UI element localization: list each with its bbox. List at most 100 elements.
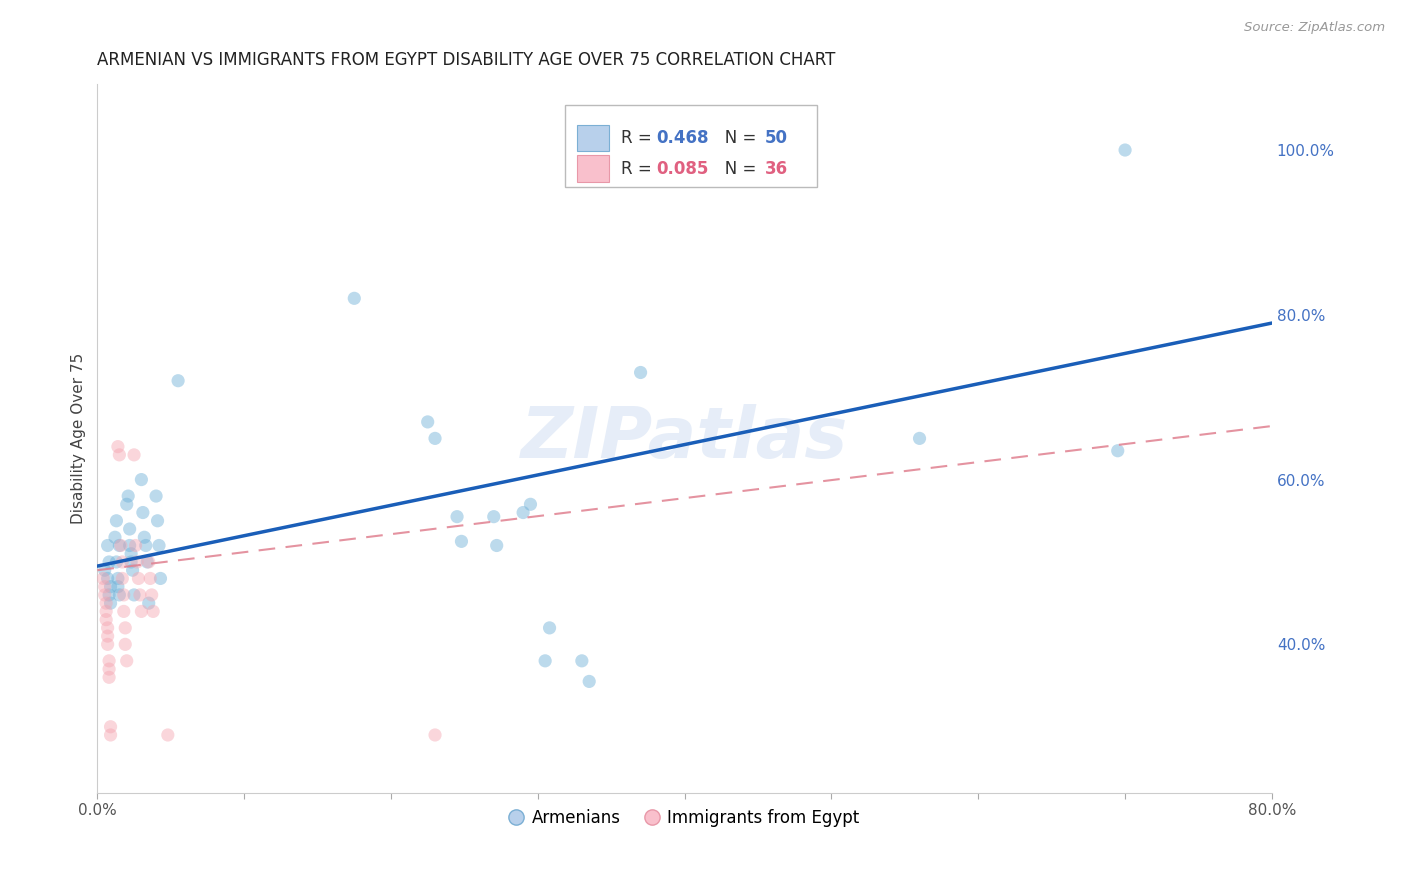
Point bbox=[142, 604, 165, 618]
Point bbox=[118, 539, 141, 553]
Point bbox=[114, 637, 136, 651]
Point bbox=[146, 514, 169, 528]
Point bbox=[134, 530, 156, 544]
Point bbox=[124, 539, 146, 553]
Point bbox=[423, 728, 446, 742]
Point bbox=[96, 613, 118, 627]
Point bbox=[120, 555, 142, 569]
Point bbox=[135, 539, 157, 553]
Point bbox=[132, 506, 155, 520]
Text: N =: N = bbox=[709, 129, 762, 147]
Point bbox=[105, 555, 128, 569]
Point bbox=[91, 571, 114, 585]
Point bbox=[100, 580, 122, 594]
Point bbox=[156, 728, 179, 742]
Point bbox=[423, 431, 446, 445]
Point bbox=[96, 596, 118, 610]
Point bbox=[97, 637, 120, 651]
Point bbox=[111, 555, 134, 569]
Point bbox=[908, 431, 931, 445]
Point bbox=[416, 415, 439, 429]
Text: 36: 36 bbox=[765, 160, 787, 178]
Point bbox=[125, 555, 148, 569]
Point bbox=[482, 509, 505, 524]
Point bbox=[98, 555, 121, 569]
FancyBboxPatch shape bbox=[576, 125, 609, 152]
Point bbox=[97, 629, 120, 643]
Point bbox=[93, 580, 115, 594]
Point bbox=[122, 448, 145, 462]
Y-axis label: Disability Age Over 75: Disability Age Over 75 bbox=[72, 352, 86, 524]
Point bbox=[138, 555, 160, 569]
Point bbox=[108, 448, 131, 462]
Point bbox=[534, 654, 557, 668]
Point bbox=[108, 588, 131, 602]
Point bbox=[110, 539, 132, 553]
Text: 0.468: 0.468 bbox=[657, 129, 709, 147]
Point bbox=[115, 497, 138, 511]
Text: 50: 50 bbox=[765, 129, 787, 147]
Point bbox=[127, 571, 149, 585]
Point bbox=[450, 534, 472, 549]
Point bbox=[138, 596, 160, 610]
Point bbox=[98, 654, 121, 668]
Point bbox=[111, 571, 134, 585]
Point bbox=[1107, 443, 1129, 458]
Point bbox=[112, 604, 135, 618]
Point bbox=[571, 654, 593, 668]
Point bbox=[100, 728, 122, 742]
Point bbox=[578, 674, 600, 689]
Text: 0.085: 0.085 bbox=[657, 160, 709, 178]
Point bbox=[104, 530, 127, 544]
Point bbox=[96, 604, 118, 618]
FancyBboxPatch shape bbox=[565, 105, 817, 186]
Point bbox=[107, 571, 129, 585]
Point bbox=[446, 509, 468, 524]
FancyBboxPatch shape bbox=[576, 155, 609, 182]
Text: ARMENIAN VS IMMIGRANTS FROM EGYPT DISABILITY AGE OVER 75 CORRELATION CHART: ARMENIAN VS IMMIGRANTS FROM EGYPT DISABI… bbox=[97, 51, 835, 69]
Point bbox=[343, 291, 366, 305]
Point bbox=[112, 588, 135, 602]
Text: R =: R = bbox=[621, 160, 657, 178]
Point bbox=[105, 514, 128, 528]
Point bbox=[167, 374, 190, 388]
Point bbox=[97, 539, 120, 553]
Point bbox=[538, 621, 561, 635]
Point bbox=[107, 440, 129, 454]
Point bbox=[100, 596, 122, 610]
Point bbox=[136, 555, 159, 569]
Point bbox=[97, 621, 120, 635]
Point bbox=[114, 621, 136, 635]
Point bbox=[107, 580, 129, 594]
Point bbox=[98, 662, 121, 676]
Text: R =: R = bbox=[621, 129, 657, 147]
Point bbox=[98, 588, 121, 602]
Point bbox=[149, 571, 172, 585]
Point bbox=[131, 473, 153, 487]
Point bbox=[630, 366, 652, 380]
Point bbox=[145, 489, 167, 503]
Point bbox=[512, 506, 534, 520]
Point bbox=[93, 588, 115, 602]
Point bbox=[129, 588, 152, 602]
Point bbox=[100, 720, 122, 734]
Point bbox=[1114, 143, 1136, 157]
Point bbox=[115, 654, 138, 668]
Legend: Armenians, Immigrants from Egypt: Armenians, Immigrants from Egypt bbox=[503, 803, 866, 834]
Point bbox=[97, 571, 120, 585]
Point bbox=[141, 588, 163, 602]
Point bbox=[108, 539, 131, 553]
Point bbox=[122, 588, 145, 602]
Point bbox=[139, 571, 162, 585]
Point bbox=[120, 547, 142, 561]
Text: ZIPatlas: ZIPatlas bbox=[522, 404, 848, 473]
Point bbox=[121, 563, 143, 577]
Point bbox=[131, 604, 153, 618]
Text: Source: ZipAtlas.com: Source: ZipAtlas.com bbox=[1244, 21, 1385, 34]
Point bbox=[485, 539, 508, 553]
Point bbox=[117, 489, 139, 503]
Point bbox=[98, 670, 121, 684]
Point bbox=[118, 522, 141, 536]
Text: N =: N = bbox=[709, 160, 762, 178]
Point bbox=[148, 539, 170, 553]
